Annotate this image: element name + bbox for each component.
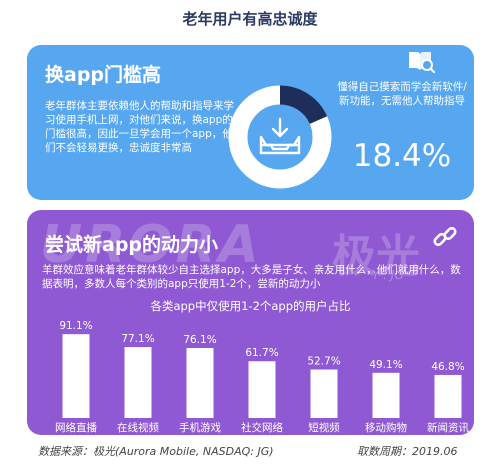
category-label-1: 在线视频 [117,421,159,434]
bar-1 [124,347,152,418]
donut-value-arc [279,85,328,125]
stat-description: 懂得自己摸索而学会新软件/新功能，无需他人帮助指导 [337,81,467,107]
data-label-3: 61.7% [245,347,278,359]
bar-0 [62,334,90,418]
donut-chart [228,85,332,189]
bar-3 [248,361,276,418]
page-title: 老年用户有高忠诚度 [182,10,318,28]
data-label-4: 52.7% [307,356,340,368]
watermark-brand: URORA [40,215,262,275]
data-label-6: 46.8% [431,361,464,373]
category-label-5: 移动购物 [365,421,407,434]
book-search-icon [409,52,436,74]
card2-body: 羊群效应意味着老年群体较少自主选择app，大多是子女、亲友用什么，他们就用什么，… [42,264,461,290]
footer-period: 取数周期：2019.06 [357,445,458,458]
watermark-sub: Y . JG [372,268,404,282]
data-label-0: 91.1% [59,320,92,332]
card2-heading: 尝试新app的动力小 [45,234,219,256]
category-label-0: 网络直播 [55,421,97,434]
category-label-3: 社交网络 [241,421,283,434]
bar-6 [434,374,462,418]
data-label-1: 77.1% [121,333,154,345]
category-label-2: 手机游戏 [179,421,221,434]
link-icon [433,226,457,247]
card1-heading: 换app门槛高 [45,64,162,86]
data-label-5: 49.1% [369,359,402,371]
bar-4 [310,369,338,418]
bar-chart: 91.1% 网络直播 77.1% 在线视频 76.1% 手机游戏 61.7% 社交网络 52.7… [55,320,469,434]
bar-2 [186,347,214,418]
data-label-2: 76.1% [183,334,216,346]
watermark-cn: 极光 [332,231,420,282]
footer-source: 数据来源：极光(Aurora Mobile, NASDAQ: JG) [38,445,274,458]
inbox-tray-icon [259,117,301,155]
stat-value: 18.4% [352,138,452,174]
bar-5 [372,372,400,418]
category-label-6: 新闻资讯 [427,421,469,434]
category-label-4: 短视频 [308,421,340,434]
chart-title: 各类app中仅使用1-2个app的用户占比 [150,299,351,313]
card1-body: 老年群体主要依赖他人的帮助和指导来学习使用手机上网，对他们来说，换app的门槛很… [45,100,234,154]
